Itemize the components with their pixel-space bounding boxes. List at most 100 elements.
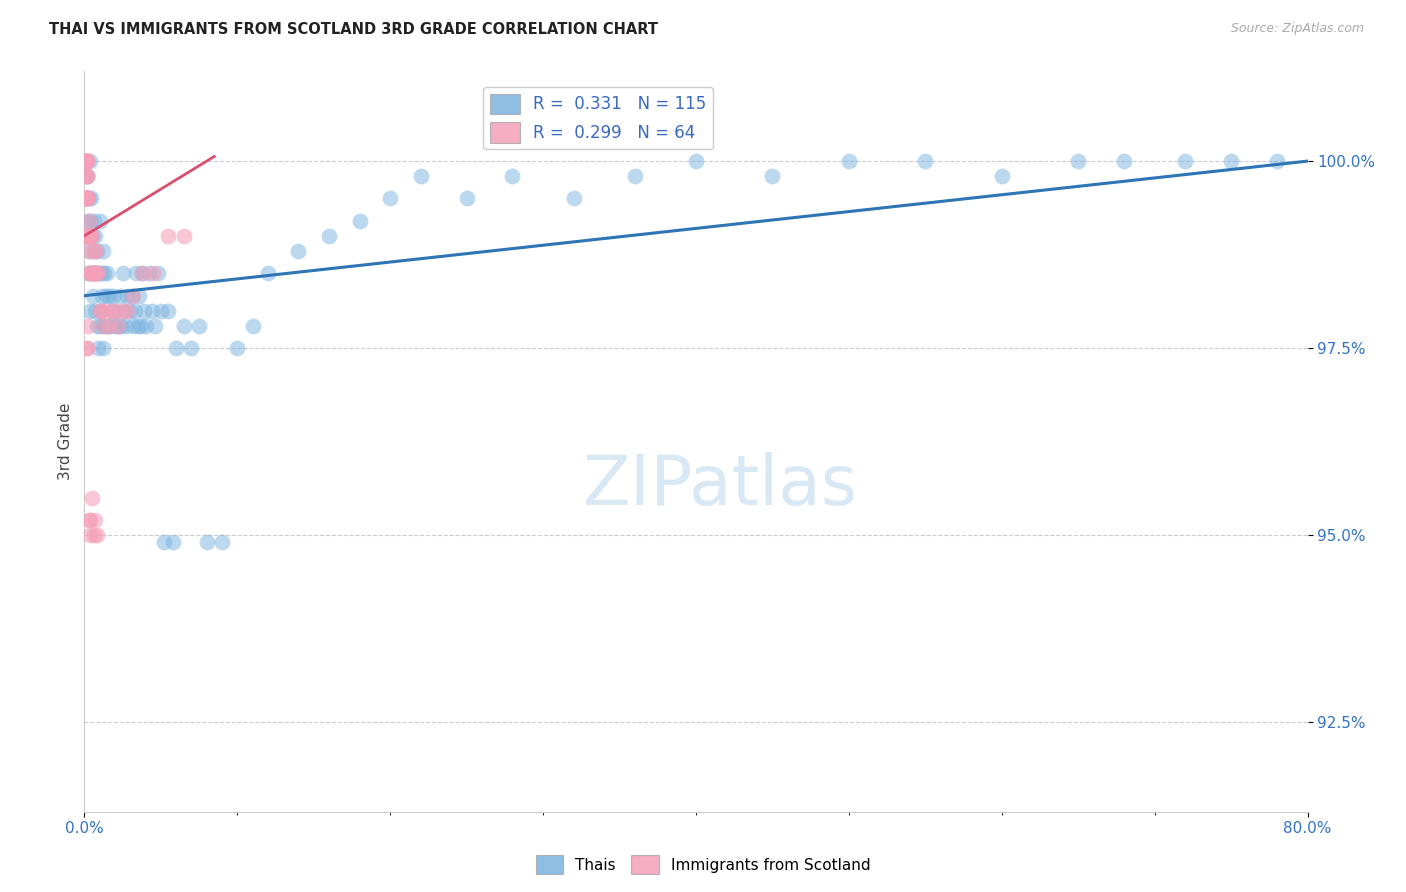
Point [188,318,211,333]
Point [90,266,112,280]
Point [75,192,97,206]
Point [77,214,100,228]
Point [83,528,105,542]
Point [75,192,97,206]
Point [75,192,97,206]
Point [173,318,195,333]
Point [83,266,105,280]
Point [76,169,98,183]
Point [83,266,105,280]
Point [89,303,111,318]
Point [128,289,150,303]
Point [79,228,101,243]
Point [101,303,124,318]
Point [380,192,402,206]
Point [121,289,143,303]
Point [75,228,97,243]
Point [125,266,148,280]
Point [838,154,860,169]
Point [132,303,155,318]
Point [79,528,101,542]
Point [1220,154,1243,169]
Point [76,192,98,206]
Point [101,303,124,318]
Point [76,266,98,280]
Point [76,228,98,243]
Point [80,228,103,243]
Point [162,535,184,549]
Legend: R =  0.331   N = 115, R =  0.299   N = 64: R = 0.331 N = 115, R = 0.299 N = 64 [484,87,713,150]
Point [75,154,97,169]
Point [84,228,107,243]
Point [76,228,98,243]
Point [129,318,152,333]
Point [80,266,103,280]
Point [80,266,103,280]
Point [83,214,105,228]
Y-axis label: 3rd Grade: 3rd Grade [58,403,73,480]
Point [77,192,100,206]
Point [122,318,145,333]
Point [80,192,103,206]
Point [991,169,1014,183]
Point [562,192,585,206]
Point [180,341,202,355]
Point [122,289,145,303]
Point [77,228,100,243]
Point [84,513,107,527]
Point [76,169,98,183]
Point [79,154,101,169]
Point [624,169,647,183]
Point [502,169,524,183]
Point [84,303,107,318]
Point [105,303,128,318]
Point [83,244,105,258]
Point [89,303,111,318]
Point [86,244,108,258]
Point [80,491,103,505]
Point [1265,154,1288,169]
Point [86,528,108,542]
Point [104,303,127,318]
Point [80,228,103,243]
Point [94,303,117,318]
Point [77,244,100,258]
Point [91,244,114,258]
Point [98,318,121,333]
Point [76,154,98,169]
Point [107,318,129,333]
Point [91,318,114,333]
Point [79,228,101,243]
Point [79,266,101,280]
Point [91,289,114,303]
Point [76,341,98,355]
Text: Source: ZipAtlas.com: Source: ZipAtlas.com [1230,22,1364,36]
Point [108,289,131,303]
Point [87,341,110,355]
Point [75,154,97,169]
Point [103,289,125,303]
Point [76,214,98,228]
Point [75,228,97,243]
Point [287,244,309,258]
Point [76,154,98,169]
Point [761,169,783,183]
Point [75,169,97,183]
Point [83,244,105,258]
Point [79,513,101,527]
Point [84,266,107,280]
Point [77,244,100,258]
Point [157,303,180,318]
Point [1174,154,1197,169]
Point [94,289,117,303]
Point [91,341,114,355]
Point [146,266,169,280]
Point [165,341,187,355]
Point [97,318,120,333]
Point [242,318,264,333]
Point [1114,154,1136,169]
Point [82,266,104,280]
Point [104,318,127,333]
Point [110,318,132,333]
Point [84,266,107,280]
